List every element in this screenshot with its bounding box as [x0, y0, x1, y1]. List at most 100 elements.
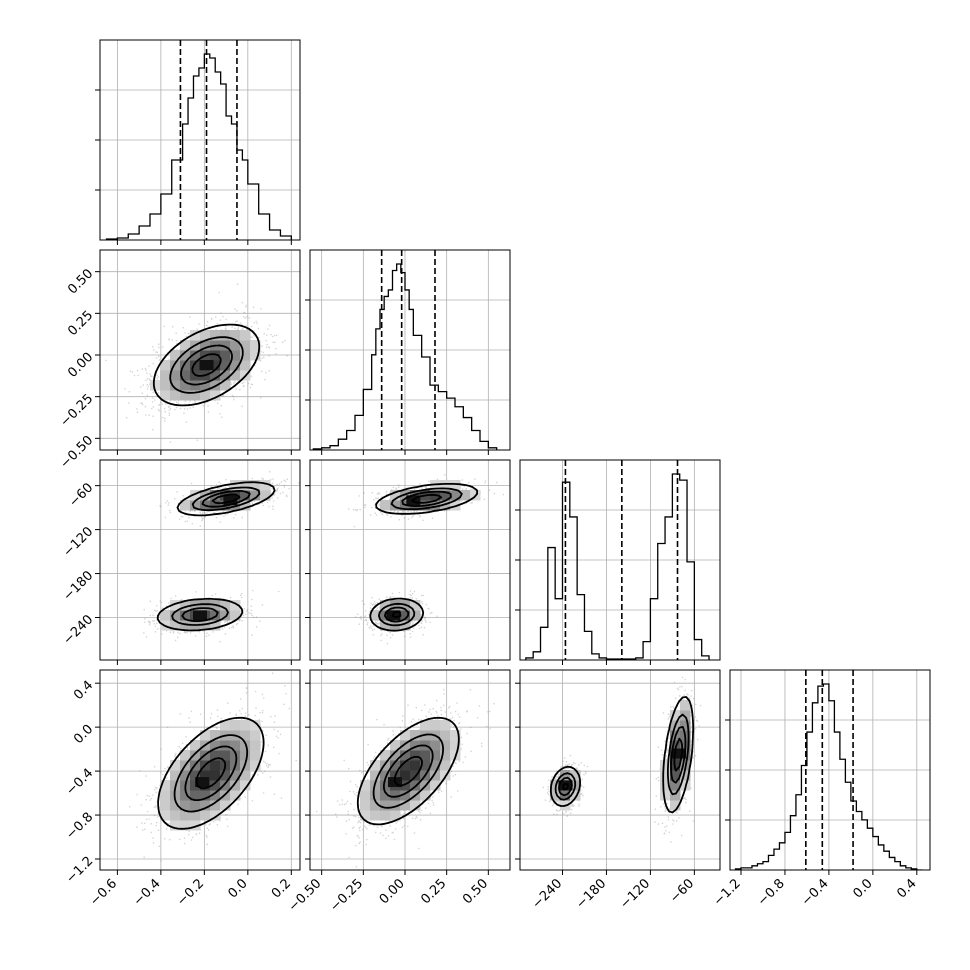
y-tick-label: −0.25 [58, 391, 97, 430]
density-cell [360, 780, 371, 791]
density-panel-3-0: −0.6 −0.4 −0.2 0.0 0.2 −1.2 −0.8 −0.4 0.0 0.4 [63, 669, 301, 909]
contour-line-1 [372, 733, 444, 809]
density-cell [200, 730, 211, 741]
density-cell [210, 330, 221, 341]
density-cell [200, 790, 211, 801]
density-cell [450, 480, 461, 491]
histogram-panel-3: −1.2 −0.8 −0.4 0.0 0.4 [711, 669, 931, 909]
density-cell [370, 770, 381, 781]
density-cell [210, 350, 221, 361]
density-cell [190, 820, 201, 831]
density-cell [190, 390, 201, 401]
density-cell [160, 810, 171, 821]
panel-frame [729, 669, 931, 871]
density-cell [230, 360, 241, 371]
density-cell [450, 730, 461, 741]
x-tick-label: 0.4 [894, 876, 919, 901]
density-cell [430, 720, 441, 731]
density-cell [670, 790, 681, 801]
density-cell [190, 360, 201, 371]
density-cell [160, 360, 171, 371]
density-peak-0 [223, 495, 238, 506]
density-cell [430, 740, 441, 751]
density-cell [250, 350, 261, 361]
density-cell [550, 790, 561, 801]
density-cell [240, 720, 251, 731]
density-cell [380, 750, 391, 761]
x-tick-label: −0.50 [286, 876, 325, 915]
density-cell [160, 370, 171, 381]
density-cell [220, 770, 231, 781]
density-cell [670, 740, 681, 751]
density-panel-1-0: −0.50−0.25 0.00 0.25 0.50 [58, 249, 301, 472]
x-tick-label: −0.6 [87, 876, 120, 909]
density-cell [170, 760, 181, 771]
density-cell [250, 340, 261, 351]
density-cell [210, 500, 221, 511]
density-cell [190, 350, 201, 361]
density-cell [370, 790, 381, 801]
y-tick-label: −60 [66, 480, 96, 510]
density-cell [220, 720, 231, 731]
density-cell [420, 760, 431, 771]
density-cell [430, 770, 441, 781]
density-cell [200, 380, 211, 391]
density-cell [160, 800, 171, 811]
density-cell [160, 780, 171, 791]
density-cell [170, 770, 181, 781]
y-tick-label: −240 [60, 612, 96, 648]
density-cell [230, 720, 241, 731]
x-tick-label: 0.50 [460, 876, 491, 907]
contour-line-2 [181, 490, 251, 622]
density-cell [220, 360, 231, 371]
density-cell [200, 600, 211, 611]
density-cell [440, 720, 451, 731]
density-peak-1 [193, 610, 207, 621]
density-peak-1 [671, 748, 686, 759]
density-cell [210, 730, 221, 741]
density-cell [370, 810, 381, 821]
density-cell [410, 730, 421, 741]
density-cell [220, 350, 231, 361]
density-cell [210, 390, 221, 401]
density-cell [400, 780, 411, 791]
contour-line-2 [384, 490, 452, 623]
density-cell [390, 490, 401, 501]
density-cell [460, 490, 471, 501]
density-cell [430, 780, 441, 791]
density-cell [240, 480, 251, 491]
contour-line-3 [191, 353, 222, 377]
density-cell [240, 360, 251, 371]
density-cell [240, 500, 251, 511]
density-cell [370, 610, 381, 621]
density-cell [440, 730, 451, 741]
density-cell [410, 750, 421, 761]
density-cell [450, 490, 461, 501]
density-cell [190, 800, 201, 811]
x-tick-label: 0.0 [225, 876, 250, 901]
density-cell [170, 800, 181, 811]
panel-frame [99, 669, 301, 871]
density-cell [180, 750, 191, 761]
density-cell [210, 780, 221, 791]
density-cell [180, 360, 191, 371]
density-cell [190, 810, 201, 821]
density-cell [170, 360, 181, 371]
density-cell [180, 820, 191, 831]
density-cell [200, 810, 211, 821]
density-cell [200, 770, 211, 781]
density-cell [660, 760, 671, 771]
density-cell [250, 760, 261, 771]
contour-line-3 [195, 757, 227, 790]
density-cell [390, 750, 401, 761]
panel-frame [99, 249, 301, 451]
density-cell [420, 750, 431, 761]
density-cell [360, 810, 371, 821]
density-cell [250, 730, 261, 741]
density-cell [180, 340, 191, 351]
density-cell [200, 800, 211, 811]
contour-line-0 [157, 716, 265, 830]
density-cell [680, 700, 691, 711]
density-cell [410, 800, 421, 811]
density-cell [230, 330, 241, 341]
